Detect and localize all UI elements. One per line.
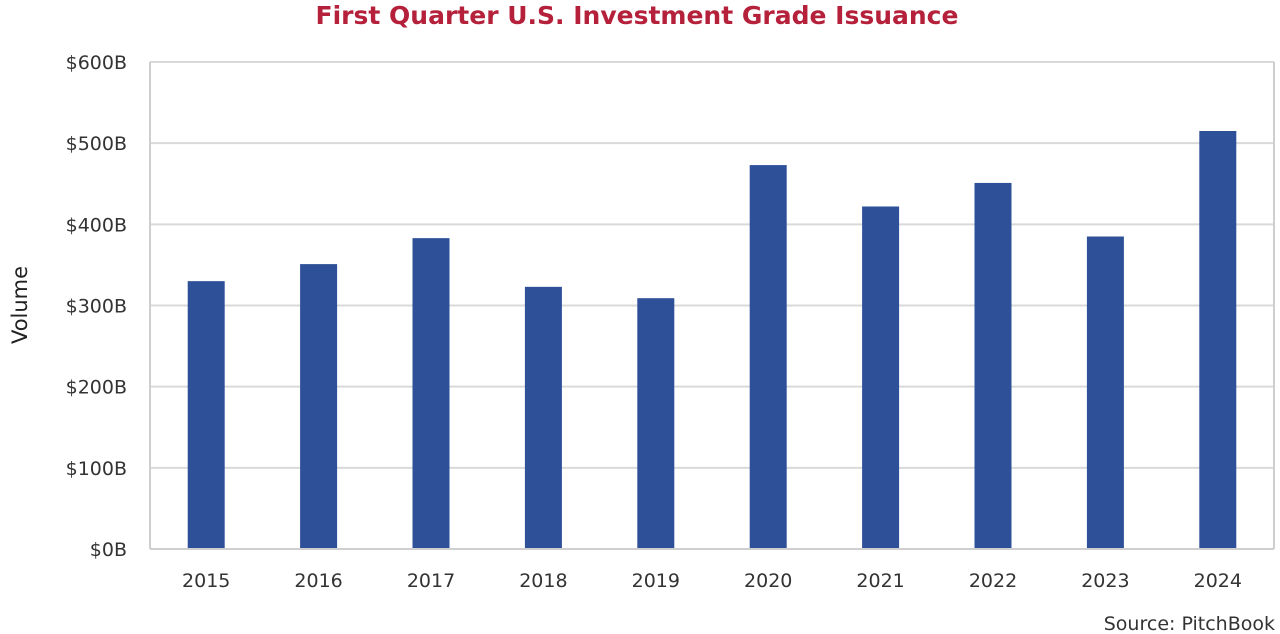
x-tick-label: 2023 xyxy=(1081,570,1129,592)
bar-2020 xyxy=(749,165,787,549)
y-tick-label: $200B xyxy=(66,377,127,399)
y-tick-label: $0B xyxy=(90,539,127,561)
y-tick-label: $600B xyxy=(66,52,127,74)
x-tick-label: 2021 xyxy=(856,570,904,592)
x-tick-label: 2017 xyxy=(407,570,455,592)
bar-2023 xyxy=(1086,236,1124,549)
x-tick-label: 2019 xyxy=(632,570,680,592)
x-tick-label: 2016 xyxy=(294,570,342,592)
bar-2017 xyxy=(412,238,450,550)
x-tick-label: 2015 xyxy=(182,570,230,592)
gridlines xyxy=(150,61,1274,469)
y-tick-label: $400B xyxy=(66,214,127,236)
x-tick-label: 2022 xyxy=(969,570,1017,592)
source-note: Source: PitchBook xyxy=(1104,613,1275,634)
bar-2015 xyxy=(187,281,225,549)
x-tick-label: 2024 xyxy=(1194,570,1242,592)
bar-2021 xyxy=(862,206,900,549)
y-axis-ticks: $0B $100B $200B $300B $400B $500B $600B xyxy=(66,52,127,561)
bars xyxy=(187,130,1237,550)
bar-2019 xyxy=(637,298,675,549)
bar-2024 xyxy=(1199,130,1237,549)
bar-2022 xyxy=(974,182,1012,549)
bar-2018 xyxy=(524,286,562,549)
chart-title: First Quarter U.S. Investment Grade Issu… xyxy=(316,1,959,30)
y-tick-label: $500B xyxy=(66,133,127,155)
x-tick-label: 2020 xyxy=(744,570,792,592)
y-tick-label: $100B xyxy=(66,458,127,480)
y-tick-label: $300B xyxy=(66,296,127,318)
x-tick-label: 2018 xyxy=(519,570,567,592)
y-axis-label: Volume xyxy=(8,266,32,344)
bar-2016 xyxy=(300,264,338,549)
x-axis-ticks: 2015 2016 2017 2018 2019 2020 2021 2022 2023 2024 xyxy=(182,570,1242,592)
